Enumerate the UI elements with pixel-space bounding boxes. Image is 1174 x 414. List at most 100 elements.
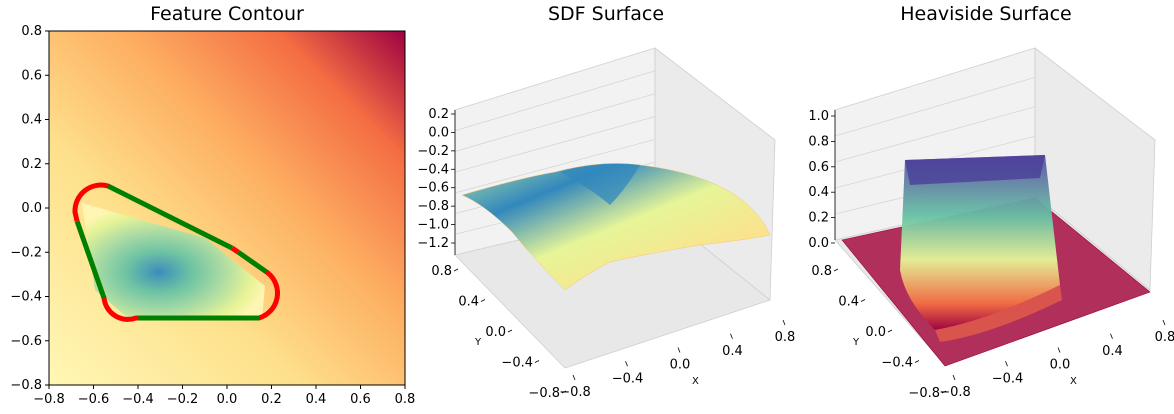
x-tick-label: −0.4	[612, 371, 644, 386]
x-tick-label: −0.8	[559, 385, 591, 400]
x-tick-mark	[952, 374, 956, 381]
x-tick-mark	[572, 374, 576, 381]
y-tick-label: −0.8	[10, 378, 42, 393]
chart-title: Heaviside Surface	[900, 3, 1072, 25]
x-tick-label: 0.6	[350, 392, 371, 407]
contour-edge	[106, 183, 234, 251]
y-ticks: 0.8 0.6 0.4 0.2 0.0 −0.2 −0.4 −0.6 −0.8	[10, 24, 49, 393]
z-tick-label: 0.6	[808, 160, 829, 175]
grid-line	[454, 70, 656, 132]
z-tick-label: 0.2	[808, 211, 829, 226]
z-tick-label: −1.2	[417, 236, 449, 251]
x-tick-label: −0.8	[939, 385, 971, 400]
z-tick-label: −0.4	[417, 162, 449, 177]
x-tick-label: −0.2	[167, 392, 199, 407]
y-axis-label: Y	[852, 337, 860, 348]
x-tick-label: 0.0	[670, 358, 691, 373]
z-ticks: 0.2 0.0 −0.2 −0.4 −0.6 −0.8 −1.0 −1.2	[417, 107, 455, 251]
x-ticks: −0.8 −0.4 0.0 0.4 0.8	[939, 319, 1174, 400]
grid-line	[834, 106, 1036, 163]
y-tick-label: 0.8	[21, 24, 42, 39]
contour-edge	[74, 220, 107, 299]
x-tick-label: −0.4	[992, 371, 1024, 386]
x-tick-mark	[1110, 333, 1113, 339]
x-tick-label: 0.4	[722, 344, 743, 359]
y-tick-label: −0.2	[10, 245, 42, 260]
x-tick-mark	[625, 361, 628, 367]
panel-sdf-surface: SDF Surface 0.2 0.0 −0.2 −0.4 −0.6 −0.8 −1.0 −1…	[417, 3, 795, 401]
x-tick-mark	[782, 319, 786, 326]
contour-corner-arc	[230, 245, 240, 255]
y-tick-label: −0.4	[881, 356, 913, 371]
y-tick-mark	[914, 360, 920, 363]
y-tick-mark	[860, 299, 866, 302]
y-ticks: 0.8 0.4 0.0 −0.4 −0.8	[431, 264, 567, 401]
y-tick-mark	[453, 268, 459, 272]
x-tick-label: 0.0	[217, 392, 238, 407]
x-tick-mark	[1057, 347, 1061, 353]
y-tick-label: 0.2	[21, 157, 42, 172]
x-tick-mark	[730, 333, 733, 339]
sdf-surface	[461, 163, 771, 291]
z-tick-label: 0.0	[428, 125, 449, 140]
interior-field	[82, 203, 265, 318]
y-tick-label: 0.0	[865, 325, 886, 340]
sdf-minimum-region	[560, 163, 640, 205]
x-tick-label: 0.8	[775, 330, 796, 345]
x-axis-label: X	[1070, 376, 1077, 387]
x-tick-label: 0.0	[1050, 358, 1071, 373]
x-tick-mark	[1005, 361, 1008, 367]
y-tick-label: 0.8	[811, 264, 832, 279]
x-tick-label: −0.8	[33, 392, 65, 407]
x-tick-label: 0.8	[1155, 330, 1174, 345]
y-tick-label: 0.0	[21, 201, 42, 216]
y-tick-mark	[941, 390, 947, 394]
grid-line	[454, 116, 656, 173]
contour-corner-arc	[101, 295, 139, 322]
panel-heaviside-surface: Heaviside Surface 1.0 0.8 0.6 0.4 0.2 0.0 0.8…	[808, 3, 1174, 401]
z-tick-label: −0.2	[417, 144, 449, 159]
grid-line	[454, 93, 656, 152]
x-tick-label: 0.4	[1102, 344, 1123, 359]
heatmap-image	[49, 31, 405, 385]
x-ticks: −0.8 −0.6 −0.4 −0.2 0.0 0.2 0.4 0.6 0.8	[33, 385, 415, 407]
y-ticks: 0.8 0.4 0.0 −0.4 −0.8	[811, 264, 947, 401]
y-tick-mark	[534, 360, 540, 363]
heaviside-top	[905, 155, 1045, 185]
y-tick-label: 0.4	[458, 295, 479, 310]
x-tick-label: −0.6	[78, 392, 110, 407]
heaviside-edge	[935, 285, 1062, 342]
y-tick-label: 0.6	[21, 68, 42, 83]
y-tick-label: 0.8	[431, 264, 452, 279]
z-tick-label: 0.2	[428, 107, 449, 122]
z-tick-label: −1.0	[417, 218, 449, 233]
y-tick-label: 0.4	[21, 113, 42, 128]
grid-line	[834, 77, 1036, 137]
x-ticks: −0.8 −0.4 0.0 0.4 0.8	[559, 319, 796, 400]
contour	[72, 182, 280, 322]
y-tick-label: −0.8	[528, 386, 560, 401]
grid-line	[834, 47, 1036, 111]
chart-title: Feature Contour	[150, 3, 304, 25]
y-tick-mark	[480, 299, 486, 302]
y-tick-mark	[887, 329, 893, 333]
z-tick-label: −0.6	[417, 181, 449, 196]
y-tick-label: −0.4	[10, 290, 42, 305]
chart-title: SDF Surface	[548, 3, 664, 25]
x-tick-mark	[1162, 319, 1166, 326]
z-tick-label: 1.0	[808, 109, 829, 124]
z-tick-label: 0.4	[808, 185, 829, 200]
contour-edge	[236, 249, 270, 276]
y-tick-label: 0.0	[485, 325, 506, 340]
y-tick-label: −0.4	[501, 356, 533, 371]
x-tick-label: 0.4	[306, 392, 327, 407]
grid-line	[454, 47, 656, 111]
y-tick-label: −0.6	[10, 334, 42, 349]
surface	[841, 155, 1151, 367]
x-tick-mark	[677, 347, 681, 353]
contour-corner-arc	[256, 270, 280, 321]
surface	[461, 163, 771, 291]
grid-line	[454, 139, 656, 194]
y-tick-label: −0.8	[908, 386, 940, 401]
z-tick-label: 0.0	[808, 236, 829, 251]
